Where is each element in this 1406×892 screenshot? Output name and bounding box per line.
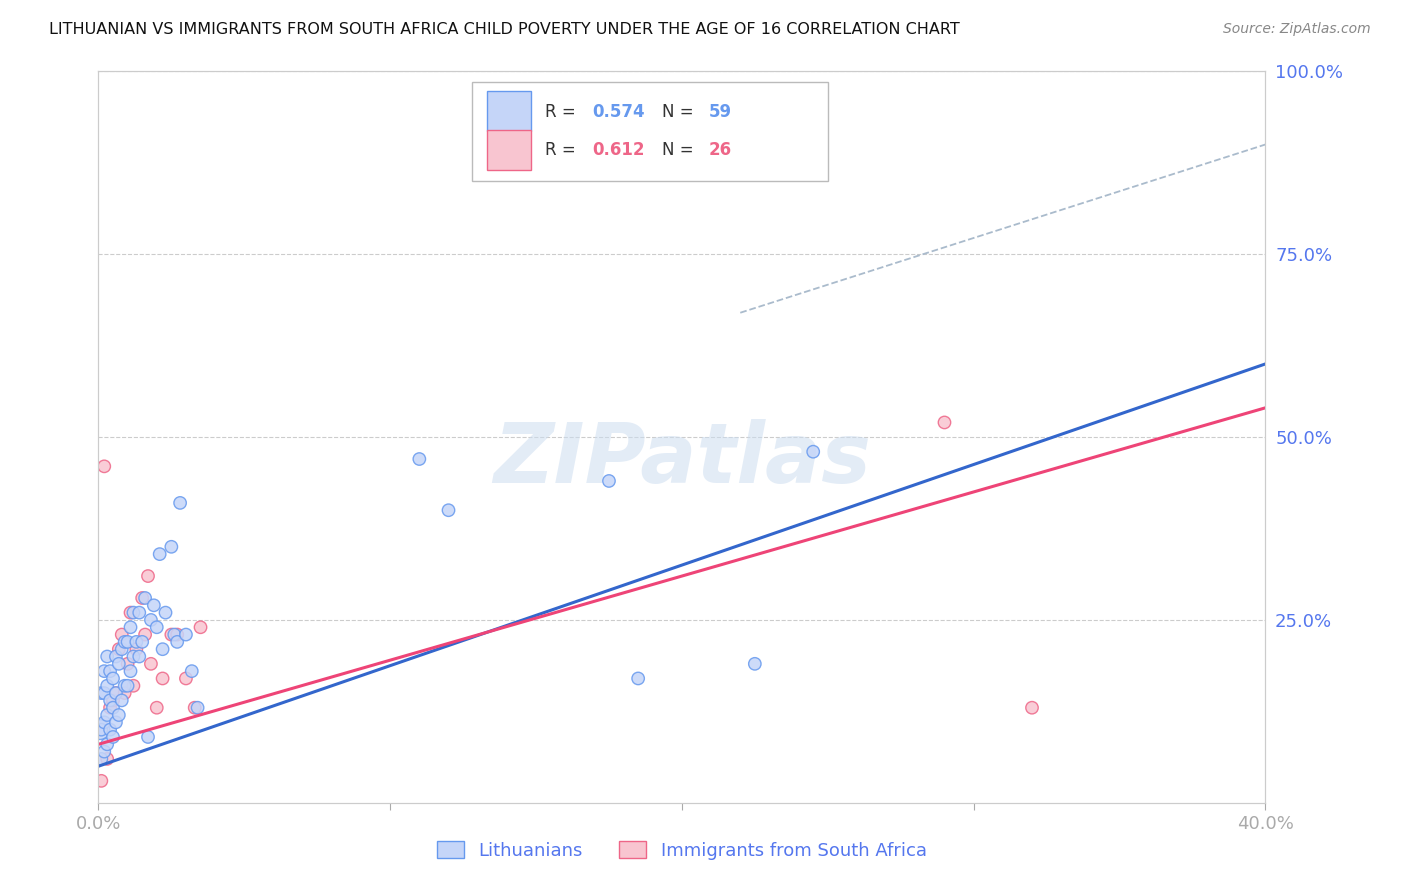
Point <box>136 730 159 744</box>
Point <box>1021 700 1043 714</box>
Point <box>98 664 121 678</box>
Text: ZIPatlas: ZIPatlas <box>494 418 870 500</box>
Text: 0.574: 0.574 <box>592 103 645 120</box>
Point <box>934 416 956 430</box>
Point <box>190 620 212 634</box>
Point <box>122 649 145 664</box>
Point <box>120 620 142 634</box>
Point <box>131 635 153 649</box>
Point <box>155 606 177 620</box>
Point <box>125 635 148 649</box>
Point <box>114 635 136 649</box>
Point <box>104 686 127 700</box>
Point <box>139 613 162 627</box>
Text: Source: ZipAtlas.com: Source: ZipAtlas.com <box>1223 22 1371 37</box>
Point <box>122 679 145 693</box>
Point <box>101 693 124 707</box>
Point <box>101 700 124 714</box>
Point <box>104 649 127 664</box>
Point <box>187 700 209 714</box>
Point <box>180 664 202 678</box>
Point <box>169 496 191 510</box>
Point <box>183 700 205 714</box>
Point <box>437 503 460 517</box>
Point <box>142 599 165 613</box>
Point <box>89 723 111 737</box>
Point <box>90 752 112 766</box>
Point <box>117 679 139 693</box>
Point <box>98 723 121 737</box>
Point <box>146 620 169 634</box>
Point <box>114 679 136 693</box>
Point <box>128 649 150 664</box>
Point <box>174 627 197 641</box>
Point <box>98 700 121 714</box>
Point <box>408 452 430 467</box>
Point <box>111 693 134 707</box>
Point <box>139 657 162 671</box>
Point <box>122 606 145 620</box>
Point <box>93 459 115 474</box>
Point <box>120 606 142 620</box>
Text: N =: N = <box>662 103 699 120</box>
Point <box>104 686 127 700</box>
Point <box>93 686 115 700</box>
Point <box>131 591 153 605</box>
Point <box>90 723 112 737</box>
Point <box>101 730 124 744</box>
Point <box>96 737 118 751</box>
Point <box>96 679 118 693</box>
Point <box>134 627 156 641</box>
Text: LITHUANIAN VS IMMIGRANTS FROM SOUTH AFRICA CHILD POVERTY UNDER THE AGE OF 16 COR: LITHUANIAN VS IMMIGRANTS FROM SOUTH AFRI… <box>49 22 960 37</box>
Point <box>120 664 142 678</box>
Text: R =: R = <box>546 141 581 160</box>
Point <box>744 657 766 671</box>
Text: 0.612: 0.612 <box>592 141 644 160</box>
Point <box>96 752 118 766</box>
Point <box>108 642 131 657</box>
Point <box>111 627 134 641</box>
Point <box>96 708 118 723</box>
Point <box>146 700 169 714</box>
Point <box>114 686 136 700</box>
Point <box>152 672 174 686</box>
Point <box>128 606 150 620</box>
Text: 26: 26 <box>709 141 733 160</box>
FancyBboxPatch shape <box>472 82 828 181</box>
Point <box>174 672 197 686</box>
Point <box>93 664 115 678</box>
Point <box>108 708 131 723</box>
Point <box>96 649 118 664</box>
Point <box>160 627 183 641</box>
Point <box>136 569 159 583</box>
Point <box>166 635 188 649</box>
Point <box>134 591 156 605</box>
Text: R =: R = <box>546 103 581 120</box>
Point <box>125 642 148 657</box>
Point <box>152 642 174 657</box>
Text: N =: N = <box>662 141 699 160</box>
Bar <box>486 91 531 131</box>
Point <box>166 627 188 641</box>
Point <box>117 635 139 649</box>
Bar <box>486 130 531 170</box>
Point <box>149 547 172 561</box>
Point <box>117 657 139 671</box>
Point <box>111 642 134 657</box>
Point <box>90 773 112 788</box>
Point <box>101 672 124 686</box>
Legend: Lithuanians, Immigrants from South Africa: Lithuanians, Immigrants from South Afric… <box>430 834 934 867</box>
Point <box>104 715 127 730</box>
Text: 59: 59 <box>709 103 733 120</box>
Point <box>801 444 824 458</box>
Point <box>160 540 183 554</box>
Point <box>90 686 112 700</box>
Point <box>108 657 131 671</box>
Point <box>598 474 620 488</box>
Point <box>627 672 650 686</box>
Point <box>93 715 115 730</box>
Point <box>93 745 115 759</box>
Point <box>98 693 121 707</box>
Point <box>163 627 186 641</box>
